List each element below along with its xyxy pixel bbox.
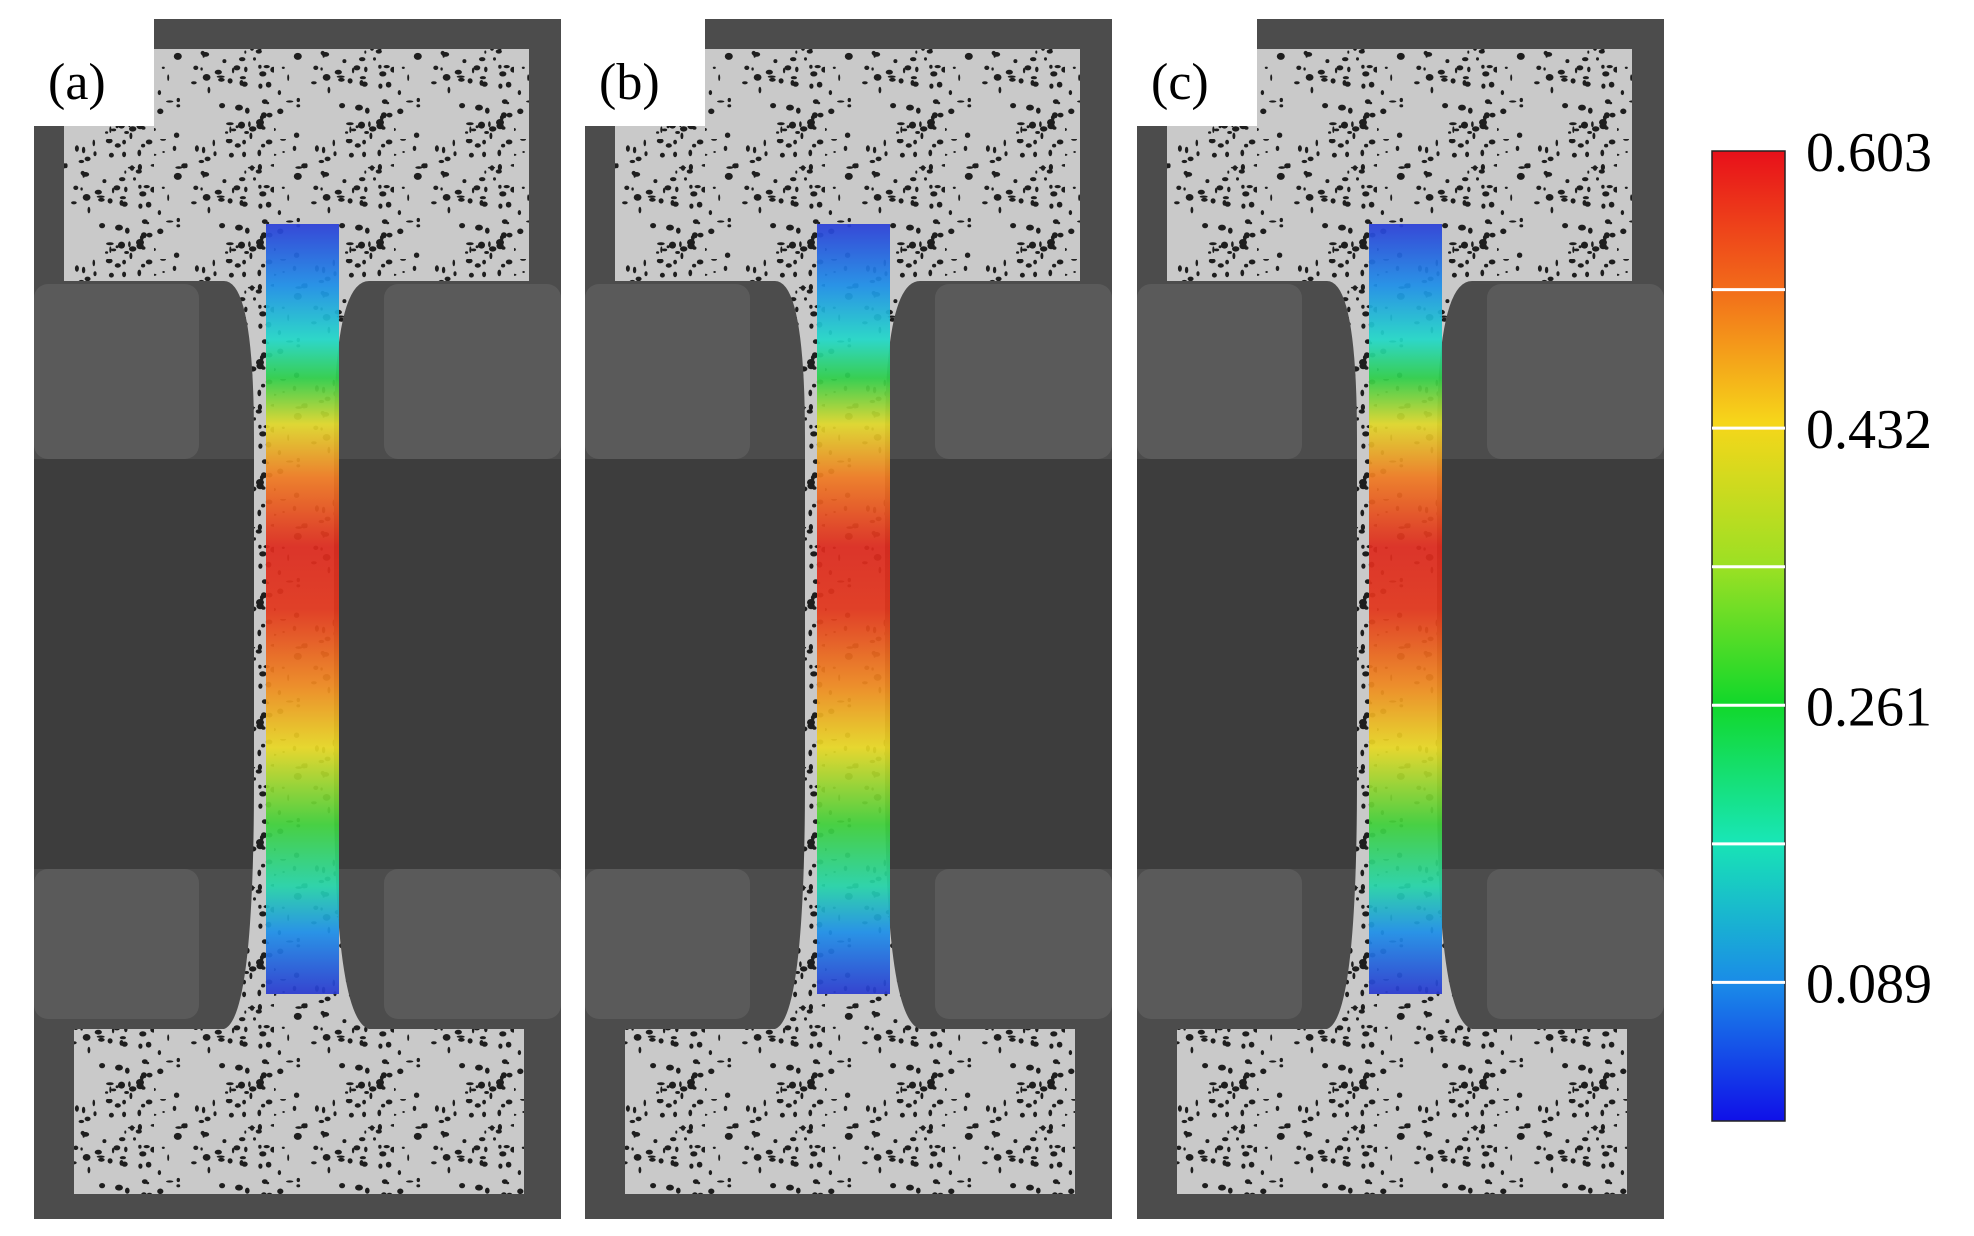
- specimen-image: [585, 19, 1112, 1219]
- label-box: [585, 19, 705, 126]
- label-box: [1137, 19, 1257, 126]
- colorbar: [1711, 150, 1786, 1122]
- colorbar-label: 0.089: [1806, 953, 1932, 1015]
- specimen-image: [34, 19, 561, 1219]
- specimen-image: [1137, 19, 1664, 1219]
- colorbar-label: 0.432: [1806, 399, 1932, 461]
- panel-label: (b): [599, 54, 660, 111]
- specimen-panel: (b): [585, 19, 1112, 1219]
- panel-label: (c): [1151, 54, 1209, 111]
- specimen-panel: (c): [1137, 19, 1664, 1219]
- panel-label: (a): [48, 54, 106, 111]
- colorbar-label: 0.261: [1806, 676, 1932, 738]
- specimen-panel: (a): [34, 19, 561, 1219]
- label-box: [34, 19, 154, 126]
- colorbar-label: 0.603: [1806, 122, 1932, 184]
